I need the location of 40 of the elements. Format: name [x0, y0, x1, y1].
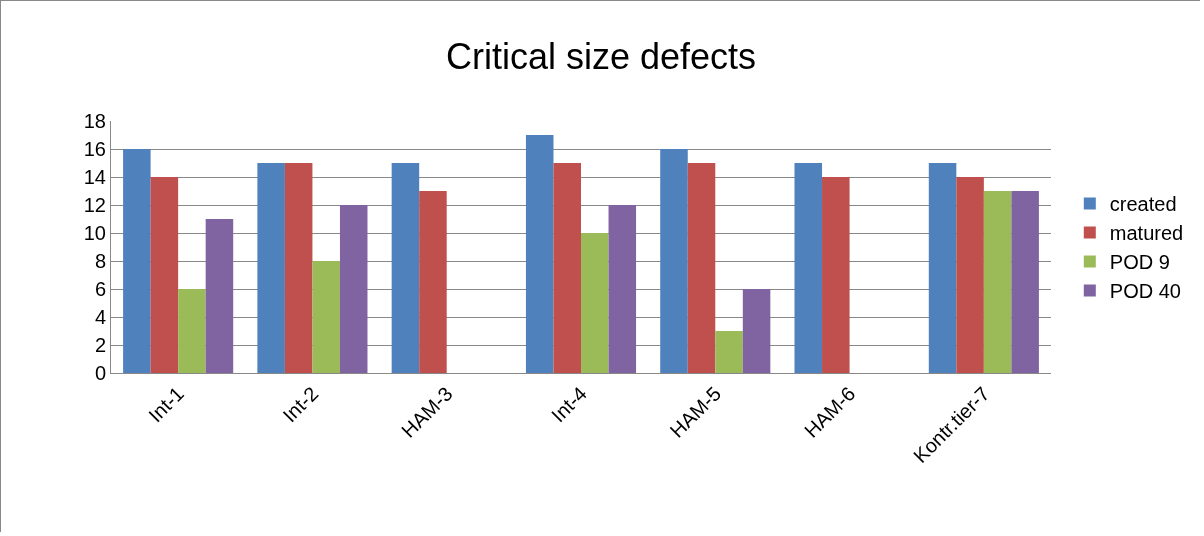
legend-label: POD 40	[1109, 280, 1181, 303]
legend-label: POD 9	[1109, 251, 1170, 274]
y-tick-label: 14	[83, 166, 106, 188]
bar	[715, 331, 743, 373]
bar	[822, 177, 850, 373]
bar	[123, 149, 151, 373]
bar	[150, 177, 179, 373]
bar	[284, 163, 313, 373]
bar	[794, 163, 823, 373]
bar	[419, 191, 447, 373]
bar	[312, 261, 340, 373]
y-tick-label: 6	[94, 278, 106, 300]
bar	[1011, 191, 1039, 373]
y-tick-label: 4	[94, 306, 106, 328]
bar	[983, 191, 1012, 373]
chart-title: Critical size defects	[445, 35, 757, 77]
y-tick-label: 8	[94, 250, 106, 272]
bar	[742, 289, 771, 373]
y-tick-label: 12	[83, 194, 106, 216]
bar	[391, 163, 420, 373]
legend-label: matured	[1109, 222, 1184, 245]
bar	[608, 205, 637, 373]
bar	[205, 219, 234, 373]
bar	[687, 163, 716, 373]
legend-label: created	[1109, 193, 1177, 216]
y-tick-label: 16	[83, 138, 106, 160]
bar	[660, 149, 688, 373]
bar	[257, 163, 285, 373]
bar	[956, 177, 984, 373]
y-tick-label: 18	[83, 110, 106, 132]
bar	[178, 289, 206, 373]
x-tick-label: Int-1	[144, 382, 189, 427]
y-tick-label: 10	[83, 222, 106, 244]
bar	[581, 233, 609, 373]
y-tick-label: 2	[94, 334, 106, 356]
bar	[928, 163, 957, 373]
bar	[553, 163, 581, 373]
y-tick-label: 0	[94, 362, 106, 384]
bar	[339, 205, 368, 373]
bar	[525, 135, 554, 373]
